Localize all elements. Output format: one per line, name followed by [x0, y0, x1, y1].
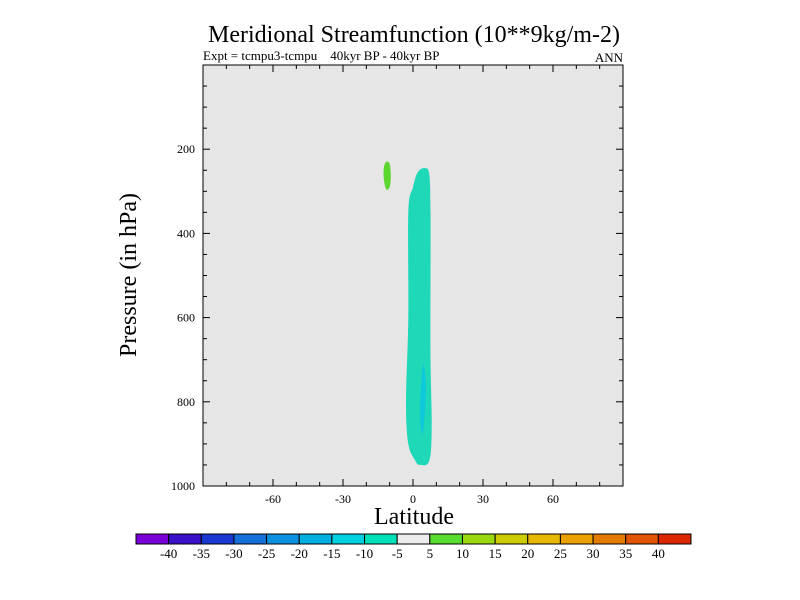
colorbar-label: 5 — [427, 546, 434, 561]
colorbar-labels: -40 -35 -30 -25 -20 -15 -10 -5 5 10 15 20 25 30 35 40 — [160, 546, 665, 561]
colorbar — [135, 533, 692, 545]
colorbar-box — [429, 533, 463, 545]
y-tick-label: 200 — [177, 142, 195, 156]
axis-ticks — [202, 64, 624, 487]
colorbar-box — [461, 533, 496, 545]
axis-tick-labels: -60 -30 0 30 60 200 400 600 800 1000 — [171, 142, 559, 506]
colorbar-box — [298, 533, 333, 545]
colorbar-label: 30 — [587, 546, 600, 561]
contour-region-0 — [406, 168, 432, 466]
colorbar-box — [331, 533, 366, 545]
colorbar-label: 10 — [456, 546, 469, 561]
colorbar-label: 35 — [619, 546, 632, 561]
chart-subtitle-left: Expt = tcmpu3-tcmpu 40kyr BP - 40kyr BP — [203, 48, 440, 63]
colorbar-label: -25 — [258, 546, 275, 561]
colorbar-box — [527, 533, 561, 545]
colorbar-box — [494, 533, 529, 545]
colorbar-box — [266, 533, 300, 545]
colorbar-box — [559, 533, 594, 545]
colorbar-box — [233, 533, 268, 545]
colorbar-box — [592, 533, 627, 545]
colorbar-label: -10 — [356, 546, 373, 561]
x-tick-label: -30 — [335, 492, 351, 506]
colorbar-label: 40 — [652, 546, 665, 561]
colorbar-label: 25 — [554, 546, 567, 561]
contour-region-2 — [383, 161, 391, 190]
y-tick-label: 1000 — [171, 479, 195, 493]
colorbar-label: -20 — [291, 546, 308, 561]
colorbar-box — [135, 533, 170, 545]
chart-title: Meridional Streamfunction (10**9kg/m-2) — [208, 22, 620, 48]
chart-subtitle-right: ANN — [595, 50, 624, 65]
y-axis-title: Pressure (in hPa) — [116, 193, 142, 357]
contour-region-1 — [419, 363, 426, 436]
x-axis-title: Latitude — [374, 504, 454, 530]
colorbar-box — [657, 533, 692, 545]
colorbar-label: 20 — [521, 546, 534, 561]
colorbar-label: -5 — [392, 546, 403, 561]
colorbar-box — [168, 533, 202, 545]
y-tick-label: 600 — [177, 311, 195, 325]
x-tick-label: -60 — [265, 492, 281, 506]
y-tick-label: 400 — [177, 226, 195, 240]
colorbar-box — [364, 533, 398, 545]
contour-regions — [383, 161, 432, 466]
colorbar-box — [200, 533, 235, 545]
colorbar-label: -15 — [323, 546, 340, 561]
colorbar-label: -40 — [160, 546, 177, 561]
x-tick-label: 30 — [477, 492, 489, 506]
colorbar-label: 15 — [489, 546, 502, 561]
x-tick-label: 0 — [410, 492, 416, 506]
y-tick-label: 800 — [177, 395, 195, 409]
colorbar-label: -35 — [193, 546, 210, 561]
x-tick-label: 60 — [547, 492, 559, 506]
colorbar-label: -30 — [225, 546, 242, 561]
colorbar-box — [396, 533, 431, 545]
colorbar-box — [625, 533, 659, 545]
